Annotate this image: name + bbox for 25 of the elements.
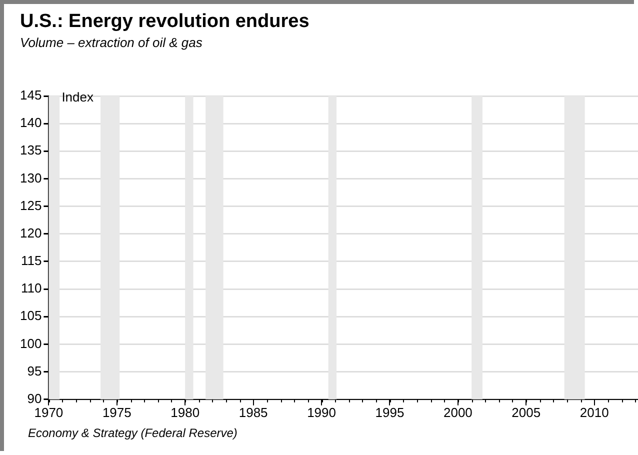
y-tick-label: 105 bbox=[20, 308, 42, 324]
x-tick-label: 2000 bbox=[443, 404, 472, 420]
x-tick-label: 1980 bbox=[170, 404, 200, 420]
y-tick-label: 120 bbox=[20, 225, 42, 240]
y-tick-label: 100 bbox=[20, 336, 42, 351]
x-tick-label: 1990 bbox=[307, 404, 336, 420]
y-tick-label: 90 bbox=[27, 390, 42, 406]
x-tick-label: 1970 bbox=[34, 404, 64, 420]
y-tick-label: 115 bbox=[20, 253, 42, 268]
x-tick-label: 1995 bbox=[375, 404, 404, 420]
y-tick-label: 110 bbox=[20, 280, 42, 296]
y-tick-label: 125 bbox=[20, 198, 42, 213]
chart-subtitle: Volume – extraction of oil & gas bbox=[20, 35, 202, 50]
y-tick-label: 95 bbox=[27, 363, 42, 378]
x-tick-label: 2010 bbox=[580, 404, 609, 420]
text: Economy & Strategy (Federal Reserve) bbox=[28, 426, 238, 440]
x-tick-label: 1975 bbox=[102, 404, 132, 420]
chart-title: U.S.: Energy revolution endures bbox=[20, 11, 310, 33]
y-tick-label: 145 bbox=[20, 88, 42, 103]
y-tick-label: 140 bbox=[20, 115, 42, 130]
x-tick-label: 1985 bbox=[238, 404, 268, 420]
y-tick-label: 135 bbox=[20, 142, 42, 158]
y-axis-title: Index bbox=[62, 90, 94, 105]
x-tick-label: 2005 bbox=[512, 404, 541, 420]
y-tick-label: 130 bbox=[20, 170, 42, 186]
